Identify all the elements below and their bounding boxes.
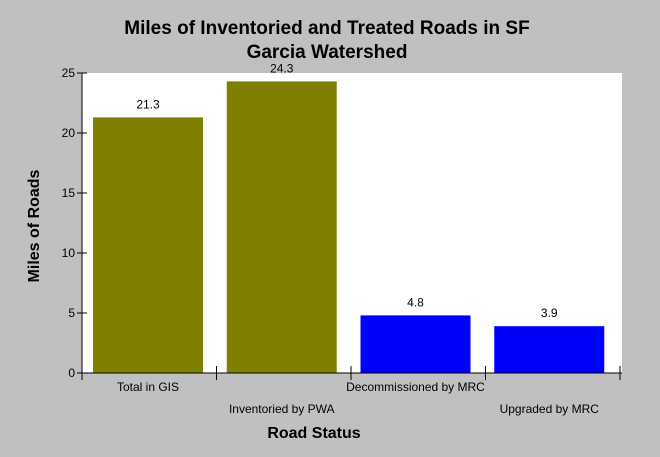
category-label-1: Total in GIS [117,380,179,394]
value-labels-group: 21.3 24.3 4.8 3.9 [136,61,558,320]
value-label-4: 3.9 [541,306,558,320]
bars-group [93,81,605,374]
chart-title-line-1: Miles of Inventoried and Treated Roads i… [124,18,529,39]
bar-4 [494,326,605,373]
category-labels-group: Total in GIS Inventoried by PWA Decommissi… [117,380,599,416]
y-axis-title: Miles of Roads [26,169,43,282]
y-ticks-group: 0 5 10 15 20 25 [62,66,87,380]
category-label-3: Decommissioned by MRC [346,380,485,394]
category-label-4: Upgraded by MRC [500,402,600,416]
y-tick-label-20: 20 [62,126,76,140]
x-ticks-group [81,366,621,380]
value-label-3: 4.8 [407,295,424,309]
y-tick-label-15: 15 [62,186,76,200]
category-label-2: Inventoried by PWA [229,402,335,416]
x-axis-title: Road Status [267,425,360,442]
bar-2 [226,81,337,374]
chart-title-line-2: Garcia Watershed [247,42,408,63]
bar-3 [360,315,471,373]
y-tick-label-10: 10 [62,246,76,260]
value-label-2: 24.3 [270,61,294,75]
value-label-1: 21.3 [136,97,160,111]
y-tick-label-0: 0 [68,366,75,380]
y-tick-label-25: 25 [62,66,76,80]
y-tick-label-5: 5 [68,306,75,320]
bar-1 [93,117,203,374]
